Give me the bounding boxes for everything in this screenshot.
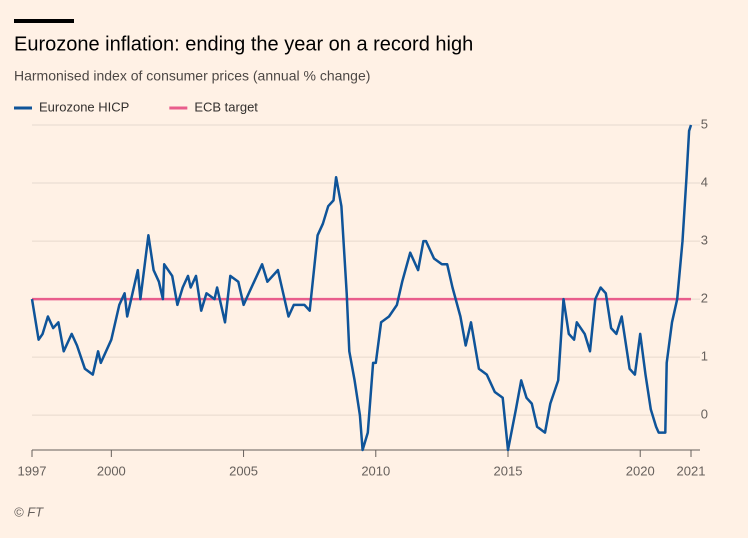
source: © FT: [14, 504, 44, 519]
x-tick-label: 2021: [677, 463, 706, 478]
y-tick-label: 1: [701, 349, 708, 364]
y-tick-label: 0: [701, 407, 708, 422]
y-tick-label: 4: [701, 174, 708, 189]
y-tick-label: 2: [701, 291, 708, 306]
series-line: [30, 124, 693, 452]
x-tick-label: 2015: [494, 463, 523, 478]
x-tick-label: 2005: [229, 463, 258, 478]
x-tick-label: 2010: [361, 463, 390, 478]
y-tick-label: 3: [701, 233, 708, 248]
x-tick-label: 1997: [18, 463, 47, 478]
top-bar: [14, 19, 74, 23]
chart-title: Eurozone inflation: ending the year on a…: [14, 33, 473, 55]
legend-label: ECB target: [194, 99, 258, 114]
chart-subtitle: Harmonised index of consumer prices (ann…: [14, 68, 370, 84]
x-tick-label: 2000: [97, 463, 126, 478]
legend-label: Eurozone HICP: [39, 99, 129, 114]
x-tick-label: 2020: [626, 463, 655, 478]
y-tick-label: 5: [701, 116, 708, 131]
